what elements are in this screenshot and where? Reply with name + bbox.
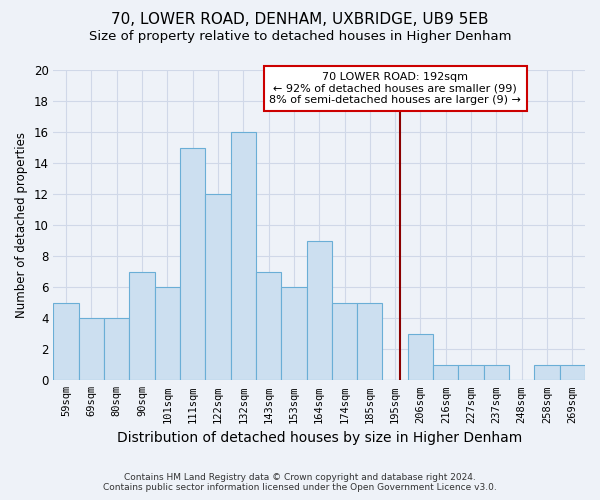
Bar	[332, 302, 357, 380]
Text: Size of property relative to detached houses in Higher Denham: Size of property relative to detached ho…	[89, 30, 511, 43]
Y-axis label: Number of detached properties: Number of detached properties	[15, 132, 28, 318]
Bar	[130, 272, 155, 380]
Bar	[180, 148, 205, 380]
Text: 70, LOWER ROAD, DENHAM, UXBRIDGE, UB9 5EB: 70, LOWER ROAD, DENHAM, UXBRIDGE, UB9 5E…	[111, 12, 489, 28]
Text: 70 LOWER ROAD: 192sqm
← 92% of detached houses are smaller (99)
8% of semi-detac: 70 LOWER ROAD: 192sqm ← 92% of detached …	[269, 72, 521, 105]
Bar	[433, 365, 458, 380]
Bar	[458, 365, 484, 380]
Bar	[307, 240, 332, 380]
Bar	[256, 272, 281, 380]
Bar	[484, 365, 509, 380]
Bar	[535, 365, 560, 380]
Bar	[53, 302, 79, 380]
Bar	[205, 194, 230, 380]
Bar	[155, 287, 180, 380]
Bar	[408, 334, 433, 380]
Text: Contains HM Land Registry data © Crown copyright and database right 2024.
Contai: Contains HM Land Registry data © Crown c…	[103, 473, 497, 492]
Bar	[560, 365, 585, 380]
Bar	[357, 302, 382, 380]
X-axis label: Distribution of detached houses by size in Higher Denham: Distribution of detached houses by size …	[116, 431, 522, 445]
Bar	[230, 132, 256, 380]
Bar	[104, 318, 130, 380]
Bar	[281, 287, 307, 380]
Bar	[79, 318, 104, 380]
